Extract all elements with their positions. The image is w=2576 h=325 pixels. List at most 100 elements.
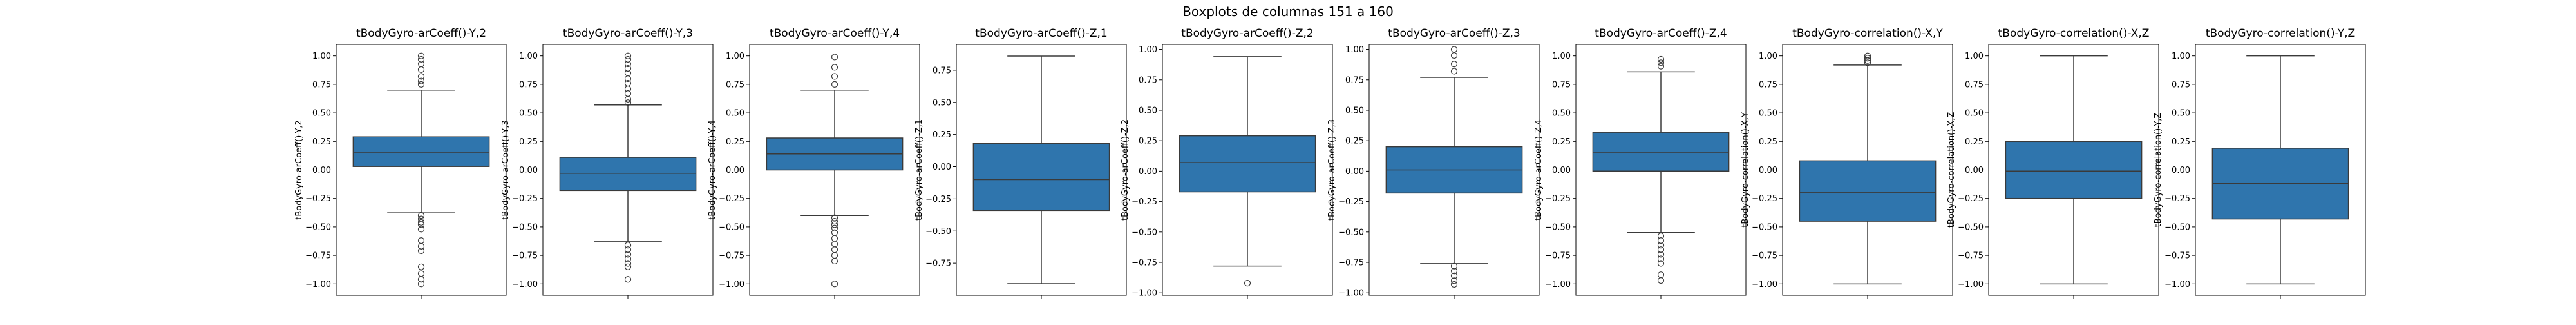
y-tick-label: 0.00 — [519, 166, 538, 175]
y-tick-label: 0.50 — [1552, 109, 1571, 119]
subplot-10: tBodyGyro-correlation()-Y,Z tBodyGyro-cor… — [2154, 27, 2366, 299]
outlier-point — [624, 260, 632, 267]
iqr-box — [352, 136, 490, 167]
y-tick-label: −0.25 — [512, 194, 538, 204]
y-tick-label: 0.00 — [312, 166, 331, 175]
y-tick-label: −0.25 — [925, 195, 951, 204]
outlier-point — [417, 221, 425, 228]
y-tick-label: −0.25 — [1958, 194, 1984, 204]
subplot-title: tBodyGyro-arCoeff()-Z,4 — [1595, 27, 1727, 40]
outlier-point — [417, 276, 425, 283]
outlier-point — [624, 242, 632, 249]
y-tick-label: −1.00 — [512, 280, 538, 290]
y-tick-label: 1.00 — [726, 52, 744, 61]
y-tick-label: −0.50 — [305, 222, 331, 232]
subplot-title: tBodyGyro-correlation()-Y,Z — [2206, 27, 2355, 40]
y-tick-label: −0.75 — [1545, 251, 1571, 261]
outlier-point — [1450, 52, 1458, 59]
y-tick-label: 0.25 — [519, 137, 538, 147]
outlier-point — [417, 219, 425, 226]
outlier-point — [831, 81, 838, 88]
axes-frame — [749, 44, 920, 296]
outlier-point — [417, 212, 425, 219]
y-tick-label: −1.00 — [1545, 280, 1571, 290]
y-tick-label: −0.25 — [1338, 197, 1364, 207]
outlier-point — [624, 60, 632, 68]
outlier-point — [831, 281, 838, 288]
y-tick-label: −0.50 — [719, 222, 744, 232]
outlier-point — [1450, 61, 1458, 68]
axes-frame — [1782, 44, 1953, 296]
outlier-point — [1657, 246, 1665, 253]
y-tick-label: 0.50 — [1965, 109, 1984, 119]
outlier-point — [417, 66, 425, 74]
subplot-2: tBodyGyro-arCoeff()-Y,3 tBodyGyro-arCoeff… — [501, 27, 714, 299]
subplot-7: tBodyGyro-arCoeff()-Z,4 tBodyGyro-arCoeff… — [1534, 27, 1747, 299]
y-tick-label: 0.25 — [726, 137, 744, 147]
outlier-point — [417, 270, 425, 277]
axes-frame — [1988, 44, 2159, 296]
y-tick-label: 0.00 — [1552, 166, 1571, 175]
y-tick-label: 0.25 — [1139, 137, 1157, 146]
subplot-title: tBodyGyro-arCoeff()-Y,2 — [356, 27, 486, 40]
y-tick-label: 0.00 — [1965, 166, 1984, 175]
outlier-point — [624, 65, 632, 72]
y-tick-label: 0.75 — [519, 80, 538, 90]
y-tick-label: 0.25 — [1345, 137, 1364, 146]
y-axis-label: tBodyGyro-correlation()-X,Z — [1947, 112, 1956, 228]
y-tick-label: −0.75 — [1338, 259, 1364, 268]
y-tick-label: −0.75 — [512, 251, 538, 261]
y-tick-label: −0.25 — [2164, 194, 2190, 204]
y-tick-label: −0.75 — [925, 259, 951, 269]
outlier-point — [624, 255, 632, 262]
outlier-point — [417, 52, 425, 59]
y-axis-label: tBodyGyro-arCoeff()-Y,4 — [708, 120, 717, 220]
outlier-point — [831, 224, 838, 231]
y-axis-label: tBodyGyro-arCoeff()-Z,2 — [1121, 119, 1130, 221]
y-tick-label: −0.50 — [1338, 228, 1364, 237]
iqr-box — [972, 143, 1110, 212]
y-axis-label: tBodyGyro-arCoeff()-Y,3 — [501, 120, 511, 220]
axes-frame — [956, 44, 1127, 296]
y-tick-label: −1.00 — [1132, 289, 1157, 299]
outlier-point — [831, 54, 838, 61]
outlier-point — [624, 85, 632, 93]
y-tick-label: 0.50 — [933, 98, 951, 108]
outlier-point — [624, 276, 632, 283]
subplot-1: tBodyGyro-arCoeff()-Y,2 tBodyGyro-arCoeff… — [294, 27, 507, 299]
figure-suptitle: Boxplots de columnas 151 a 160 — [1182, 4, 1394, 19]
y-tick-label: −0.50 — [1752, 222, 1777, 232]
outlier-point — [624, 251, 632, 258]
outlier-point — [417, 73, 425, 80]
y-tick-label: 0.25 — [1552, 137, 1571, 147]
axes-frame — [1162, 44, 1333, 296]
y-tick-label: −0.75 — [1958, 251, 1984, 261]
outlier-point — [1450, 46, 1458, 53]
outlier-point — [417, 263, 425, 270]
outlier-point — [1657, 277, 1665, 284]
outlier-point — [1657, 59, 1665, 66]
y-tick-label: 1.00 — [1759, 52, 1777, 61]
y-tick-label: 0.75 — [1139, 75, 1157, 85]
iqr-box — [1799, 160, 1937, 222]
y-tick-label: 0.00 — [933, 162, 951, 172]
outlier-point — [624, 55, 632, 63]
outlier-point — [1657, 232, 1665, 240]
outlier-point — [1657, 255, 1665, 262]
outlier-point — [417, 215, 425, 222]
y-tick-label: −0.50 — [925, 227, 951, 237]
outlier-point — [1244, 280, 1251, 287]
outlier-point — [1450, 272, 1458, 279]
outlier-point — [1657, 260, 1665, 267]
y-tick-label: 1.00 — [519, 52, 538, 61]
y-tick-label: 0.00 — [1759, 166, 1777, 175]
y-tick-label: 0.25 — [1965, 137, 1984, 147]
y-tick-label: −1.00 — [305, 280, 331, 290]
axes-frame — [542, 44, 714, 296]
y-tick-label: 0.75 — [726, 80, 744, 90]
subplot-4: tBodyGyro-arCoeff()-Z,1 tBodyGyro-arCoeff… — [914, 27, 1127, 299]
subplot-title: tBodyGyro-arCoeff()-Z,1 — [975, 27, 1107, 40]
y-tick-label: 0.75 — [933, 66, 951, 75]
